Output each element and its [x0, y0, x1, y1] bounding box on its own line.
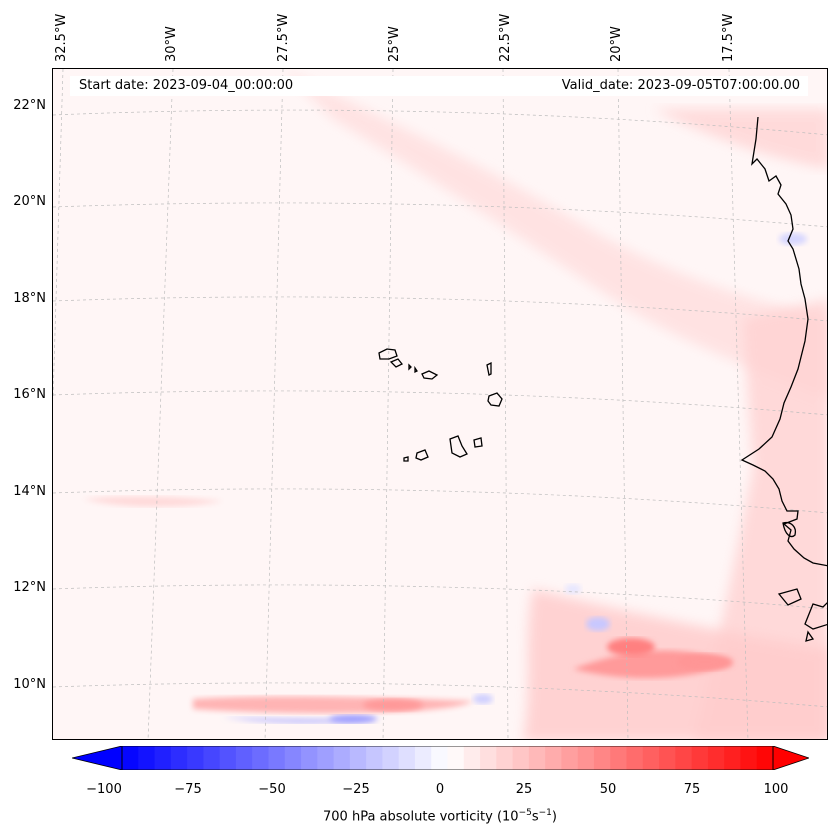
colorbar-bin: [707, 746, 725, 770]
colorbar-bin: [268, 746, 286, 770]
colorbar-bin: [626, 746, 644, 770]
lon-label-27-5w: 27.5°W: [276, 13, 291, 62]
lon-label-20w: 20°W: [609, 26, 624, 62]
colorbar-bin: [610, 746, 628, 770]
colorbar-label-exp1: −5: [518, 808, 532, 818]
colorbar-bin: [154, 746, 172, 770]
colorbar-bin: [463, 746, 481, 770]
lon-label-17-5w: 17.5°W: [721, 13, 736, 62]
colorbar-tick: −25: [342, 782, 370, 797]
colorbar-bin: [349, 746, 367, 770]
colorbar-tick: 0: [435, 782, 445, 797]
colorbar-bin: [577, 746, 595, 770]
colorbar-bin: [398, 746, 416, 770]
colorbar-bin: [138, 746, 156, 770]
info-bar: Start date: 2023-09-04_00:00:00 Valid_da…: [70, 76, 808, 96]
colorbar-bin: [691, 746, 709, 770]
vorticity-map: [53, 69, 827, 739]
vorticity-shading: [83, 69, 827, 739]
colorbar-bin: [740, 746, 758, 770]
colorbar-label-mid: s: [531, 809, 539, 825]
colorbar-tick: 50: [599, 782, 617, 797]
colorbar-label: 700 hPa absolute vorticity (10−5s−1): [323, 808, 557, 824]
graticule: [53, 69, 827, 739]
colorbar-bin: [414, 746, 432, 770]
colorbar-bin: [496, 746, 514, 770]
colorbar-tick: 100: [763, 782, 789, 797]
colorbar-bin: [333, 746, 351, 770]
colorbar-bin: [528, 746, 546, 770]
colorbar-bin: [545, 746, 562, 770]
lat-label-16n: 16°N: [13, 387, 46, 402]
lat-label-22n: 22°N: [13, 98, 46, 113]
colorbar-tick: 75: [683, 782, 701, 797]
colorbar-bins: [122, 746, 774, 770]
start-date-label: Start date: 2023-09-04_00:00:00: [79, 78, 294, 93]
lon-label-30w: 30°W: [164, 26, 179, 62]
colorbar-bin: [561, 746, 579, 770]
lon-label-22-5w: 22.5°W: [498, 13, 513, 62]
colorbar-bin: [366, 746, 383, 770]
lat-label-18n: 18°N: [13, 291, 46, 306]
colorbar-bin: [301, 746, 318, 770]
colorbar-bin: [235, 746, 253, 770]
colorbar-outline: [121, 746, 774, 770]
colorbar-bin: [382, 746, 400, 770]
lat-label-12n: 12°N: [13, 580, 46, 595]
colorbar: [72, 746, 809, 770]
colorbar-tick: 25: [515, 782, 533, 797]
map-panel: [52, 68, 828, 740]
colorbar-bin: [593, 746, 611, 770]
lon-label-32-5w: 32.5°W: [54, 13, 69, 62]
colorbar-bin: [219, 746, 237, 770]
colorbar-max-extend: [772, 746, 809, 770]
colorbar-label-main: 700 hPa absolute vorticity (10: [323, 809, 519, 825]
colorbar-tick: −50: [258, 782, 286, 797]
valid-date-label: Valid_date: 2023-09-05T07:00:00.00: [561, 78, 800, 93]
coastline-west-africa: [740, 116, 827, 642]
colorbar-bin: [431, 746, 448, 770]
colorbar-bin: [447, 746, 465, 770]
lat-label-10n: 10°N: [13, 677, 46, 692]
colorbar-bin: [187, 746, 204, 770]
cape-verde-islands: [378, 348, 503, 462]
colorbar-bin: [659, 746, 676, 770]
lon-label-25w: 25°W: [387, 26, 402, 62]
colorbar-bin: [512, 746, 530, 770]
lat-label-20n: 20°N: [13, 194, 46, 209]
lat-label-14n: 14°N: [13, 484, 46, 499]
colorbar-bin: [642, 746, 660, 770]
colorbar-bin: [724, 746, 741, 770]
colorbar-tick: −100: [86, 782, 122, 797]
colorbar-label-exp2: −1: [538, 808, 552, 818]
colorbar-min-extend: [72, 746, 123, 770]
colorbar-bin: [170, 746, 188, 770]
colorbar-bin: [284, 746, 302, 770]
colorbar-bin: [756, 746, 774, 770]
colorbar-label-end: ): [551, 809, 557, 825]
colorbar-tick: −75: [174, 782, 202, 797]
colorbar-bin: [480, 746, 497, 770]
colorbar-bin: [203, 746, 221, 770]
colorbar-bin: [675, 746, 693, 770]
colorbar-bin: [122, 746, 139, 770]
colorbar-bin: [317, 746, 335, 770]
colorbar-bin: [252, 746, 269, 770]
